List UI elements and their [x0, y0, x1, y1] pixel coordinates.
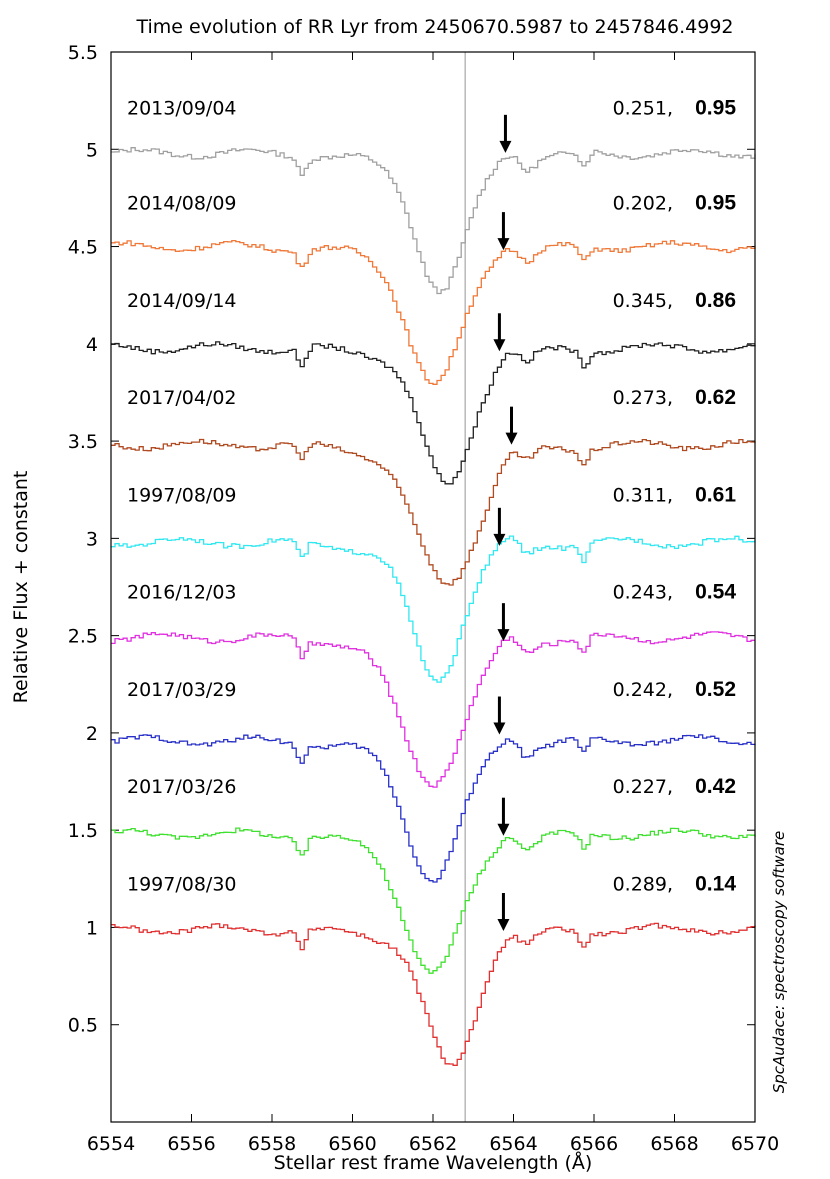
y-tick-label: 5 — [86, 139, 98, 161]
spectrum-series: 2017/04/02 0.273, 0.62 — [111, 386, 756, 586]
arrow-head — [499, 140, 512, 153]
spectrum-line — [111, 922, 756, 1066]
x-tick-label: 6562 — [409, 1133, 457, 1155]
phase-label: 0.227, — [613, 776, 673, 798]
spectrum-series: 2014/08/09 0.202, 0.95 — [111, 192, 756, 385]
phase-label: 0.202, — [613, 193, 673, 215]
x-tick-label: 6566 — [570, 1133, 618, 1155]
date-label: 2017/03/29 — [127, 679, 237, 701]
amplitude-label: 0.42 — [695, 775, 736, 798]
spectrum-series: 2013/09/04 0.251, 0.95 — [111, 96, 756, 295]
y-tick-label: 0.5 — [68, 1015, 98, 1037]
phase-label: 0.289, — [613, 873, 673, 895]
phase-label: 0.243, — [613, 582, 673, 604]
credit-text: SpcAudace: spectroscopy software — [770, 831, 788, 1094]
y-axis-ticks: 0.5 1 1.5 2 2.5 3 3.5 4 4.5 5 5.5 — [68, 42, 755, 1037]
arrow-head — [497, 238, 510, 251]
date-label: 2014/08/09 — [127, 193, 237, 215]
arrow-head — [493, 722, 506, 735]
date-label: 1997/08/30 — [127, 873, 237, 895]
phase-label: 0.311, — [613, 484, 673, 506]
x-axis-ticks: 6554 6556 6558 6560 6562 6564 6566 6568 6570 — [87, 52, 779, 1155]
x-tick-label: 6560 — [328, 1133, 376, 1155]
spectrum-series: 2014/09/14 0.345, 0.86 — [111, 289, 756, 485]
date-label: 2014/09/14 — [127, 290, 237, 312]
x-axis-label: Stellar rest frame Wavelength (Å) — [274, 1151, 593, 1174]
amplitude-label: 0.95 — [695, 96, 736, 119]
y-tick-label: 5.5 — [68, 42, 98, 64]
amplitude-label: 0.62 — [695, 386, 736, 409]
arrow-head — [497, 629, 510, 642]
spectra-series: 2013/09/04 0.251, 0.95 2014/08/09 0.202, 0.95… — [111, 96, 756, 1066]
x-tick-label: 6570 — [731, 1133, 779, 1155]
spectrum-line — [111, 438, 756, 586]
chart-title: Time evolution of RR Lyr from 2450670.59… — [135, 16, 733, 38]
amplitude-label: 0.61 — [695, 483, 736, 506]
y-tick-label: 1.5 — [68, 820, 98, 842]
arrow-head — [493, 533, 506, 546]
y-tick-label: 3 — [86, 528, 98, 550]
phase-label: 0.273, — [613, 387, 673, 409]
x-tick-label: 6554 — [87, 1133, 135, 1155]
arrow-head — [497, 823, 510, 836]
spectrum-line — [111, 239, 756, 385]
date-label: 2017/03/26 — [127, 776, 237, 798]
phase-label: 0.251, — [613, 97, 673, 119]
y-tick-label: 1 — [86, 917, 98, 939]
date-label: 1997/08/09 — [127, 484, 237, 506]
spectrum-line — [111, 631, 755, 788]
phase-label: 0.345, — [613, 290, 673, 312]
spectrum-series: 2017/03/26 0.227, 0.42 — [111, 775, 756, 974]
date-label: 2016/12/03 — [127, 582, 237, 604]
arrow-head — [493, 339, 506, 352]
arrow-head — [505, 432, 518, 445]
y-tick-label: 4.5 — [68, 237, 98, 259]
spectrum-line — [111, 827, 756, 974]
arrow-head — [497, 919, 510, 932]
spectrum-line — [111, 535, 756, 683]
spectrum-line — [111, 734, 756, 883]
amplitude-label: 0.14 — [695, 872, 736, 895]
amplitude-label: 0.86 — [695, 289, 736, 312]
spectrum-series: 2017/03/29 0.242, 0.52 — [111, 678, 756, 883]
spectrum-series: 1997/08/30 0.289, 0.14 — [111, 872, 756, 1066]
phase-label: 0.242, — [613, 679, 673, 701]
spectrum-series: 1997/08/09 0.311, 0.61 — [111, 483, 756, 683]
x-tick-label: 6556 — [167, 1133, 215, 1155]
y-axis-label: Relative Flux + constant — [10, 471, 32, 704]
spectrum-series: 2016/12/03 0.243, 0.54 — [111, 581, 755, 788]
x-tick-label: 6564 — [489, 1133, 537, 1155]
spectrum-line — [111, 147, 756, 295]
spectrum-line — [111, 341, 756, 485]
date-label: 2013/09/04 — [127, 97, 237, 119]
amplitude-label: 0.54 — [695, 581, 736, 604]
x-tick-label: 6558 — [248, 1133, 296, 1155]
amplitude-label: 0.52 — [695, 678, 736, 701]
date-label: 2017/04/02 — [127, 387, 237, 409]
y-tick-label: 2 — [86, 723, 98, 745]
plot-frame — [110, 51, 756, 1123]
y-tick-label: 3.5 — [68, 431, 98, 453]
y-tick-label: 4 — [86, 334, 98, 356]
y-tick-label: 2.5 — [68, 626, 98, 648]
amplitude-label: 0.95 — [695, 192, 736, 215]
x-tick-label: 6568 — [650, 1133, 698, 1155]
